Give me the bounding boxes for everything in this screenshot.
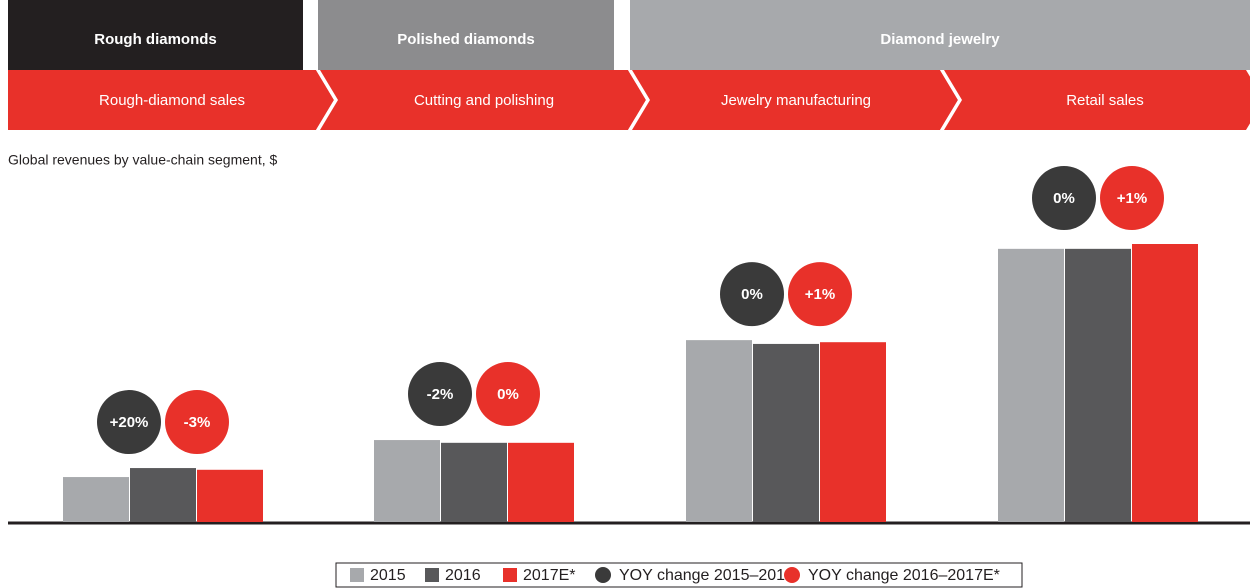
yoy-bubble: [1032, 166, 1096, 230]
legend-swatch: [425, 568, 439, 582]
bar: [753, 343, 819, 522]
yoy-label: 0%: [1053, 190, 1075, 207]
bar: [686, 340, 752, 522]
yoy-bubble: [788, 262, 852, 327]
yoy-bubble: [720, 262, 784, 327]
legend-swatch: [503, 568, 517, 582]
stage-label: Diamond jewelry: [880, 31, 1000, 48]
yoy-label: -3%: [184, 414, 211, 431]
stage-label: Polished diamonds: [397, 31, 535, 48]
chevron: [8, 70, 334, 130]
yoy-label: +20%: [110, 414, 149, 431]
category-label: Retail sales: [1066, 92, 1144, 109]
legend-label: YOY change 2015–2016: [619, 567, 794, 584]
yoy-label: 0%: [497, 386, 519, 403]
yoy-label: +1%: [805, 286, 835, 303]
bar: [1065, 248, 1131, 522]
stage-header: [318, 0, 614, 70]
legend-swatch: [595, 567, 611, 583]
yoy-label: -2%: [427, 386, 454, 403]
legend-label: 2015: [370, 567, 406, 584]
bar: [63, 477, 129, 522]
chevron: [320, 70, 646, 130]
yoy-bubble: [408, 362, 472, 427]
chevron-gap: [940, 70, 962, 130]
chevron-gap: [628, 70, 650, 130]
yoy-bubble: [97, 390, 161, 455]
stage-header: [8, 0, 303, 70]
bar: [130, 468, 196, 522]
stage-label: Rough diamonds: [94, 31, 217, 48]
stage-header: [630, 0, 1250, 70]
chevron: [632, 70, 958, 130]
yoy-bubble: [1100, 166, 1164, 230]
bar: [197, 469, 263, 522]
chevron: [944, 70, 1250, 130]
bar: [998, 248, 1064, 522]
chart-title: Global revenues by value-chain segment, …: [8, 152, 277, 168]
category-label: Cutting and polishing: [414, 92, 554, 109]
yoy-bubble: [476, 362, 540, 427]
legend-swatch: [350, 568, 364, 582]
bar: [508, 442, 574, 522]
yoy-bubble: [165, 390, 229, 455]
legend-swatch: [784, 567, 800, 583]
legend-label: 2016: [445, 567, 481, 584]
category-label: Jewelry manufacturing: [721, 92, 871, 109]
yoy-label: +1%: [1117, 190, 1147, 207]
bar: [1132, 244, 1198, 522]
yoy-label: 0%: [741, 286, 763, 303]
legend-label: 2017E*: [523, 567, 576, 584]
bar: [441, 442, 507, 522]
category-label: Rough-diamond sales: [99, 92, 245, 109]
bar: [374, 440, 440, 522]
bar: [820, 342, 886, 522]
legend-box: [335, 562, 1023, 588]
legend-label: YOY change 2016–2017E*: [808, 567, 1000, 584]
chevron-gap: [316, 70, 338, 130]
